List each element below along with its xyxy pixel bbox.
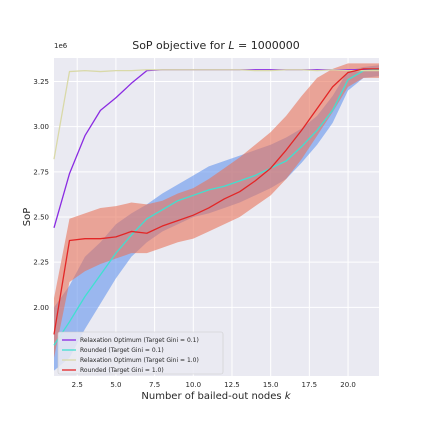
- series-line: [53, 69, 380, 346]
- x-tick-label: 2.5: [72, 381, 83, 389]
- y-tick-label: 3.00: [33, 123, 49, 131]
- bands: [54, 63, 379, 371]
- y-tick-labels: 2.00 2.25 2.50 2.75 3.00 3.25: [33, 78, 49, 312]
- y-tick-label: 3.25: [33, 78, 49, 86]
- legend: Relaxation Optimum (Target Gini = 0.1) Ro…: [57, 331, 224, 375]
- legend-box: [57, 331, 224, 375]
- series-lines: [53, 68, 380, 346]
- series-line: [53, 68, 379, 335]
- confidence-band: [54, 63, 379, 358]
- y-tick-label: 2.00: [33, 304, 49, 312]
- y-tick-label: 2.50: [33, 214, 49, 222]
- x-tick-label: 20.0: [340, 381, 356, 389]
- series-line: [53, 69, 379, 160]
- x-tick-label: 5.0: [110, 381, 121, 389]
- x-axis-label: Number of bailed-out nodes k: [141, 391, 291, 402]
- legend-label: Rounded (Target Gini = 1.0): [80, 367, 164, 374]
- x-tick-label: 7.5: [149, 381, 160, 389]
- legend-label: Relaxation Optimum (Target Gini = 0.1): [80, 337, 199, 344]
- x-tick-labels: 2.5 5.0 7.5 10.0 12.5 15.0 17.5 20.0: [72, 381, 356, 389]
- x-tick-label: 17.5: [302, 381, 318, 389]
- chart-title: SoP objective for L = 1000000: [132, 39, 300, 52]
- y-tick-label: 2.25: [33, 259, 49, 267]
- legend-label: Relaxation Optimum (Target Gini = 1.0): [80, 357, 199, 364]
- x-tick-label: 12.5: [224, 381, 240, 389]
- x-tick-label: 10.0: [185, 381, 201, 389]
- y-axis-label: SoP: [22, 208, 33, 227]
- y-offset-text: 1e6: [54, 42, 68, 50]
- x-tick-label: 15.0: [263, 381, 279, 389]
- legend-label: Rounded (Target Gini = 0.1): [80, 347, 164, 354]
- y-tick-label: 2.75: [33, 168, 49, 176]
